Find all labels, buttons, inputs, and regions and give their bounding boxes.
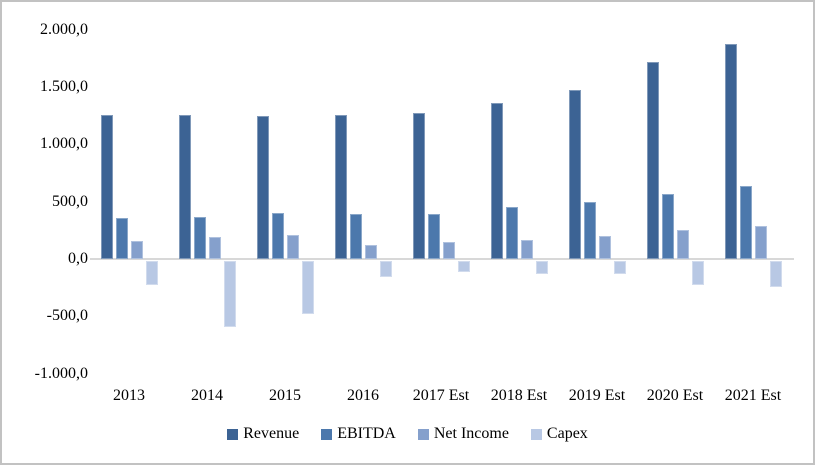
bar-ebitda-2017-est[interactable] <box>427 213 440 259</box>
bar-ebitda-2019-est[interactable] <box>583 202 596 259</box>
x-axis-category-label: 2021 Est <box>724 387 782 404</box>
y-axis-tick-label: 1.500,0 <box>40 78 88 96</box>
bar-revenue-2014[interactable] <box>178 114 191 259</box>
y-axis-tick-label: 1.000,0 <box>40 135 88 153</box>
bar-capex-2020-est[interactable] <box>691 261 704 286</box>
x-axis-category-label: 2013 <box>113 387 145 404</box>
y-axis-tick-label: 0,0 <box>68 250 88 267</box>
bar-ebitda-2016[interactable] <box>349 213 362 259</box>
bar-ebitda-2020-est[interactable] <box>661 193 674 259</box>
bar-revenue-2013[interactable] <box>100 115 113 259</box>
bar-capex-2014[interactable] <box>223 261 236 328</box>
legend-swatch-revenue-icon <box>227 428 239 440</box>
x-axis-zero-line <box>90 258 794 260</box>
x-axis-category-label: 2020 Est <box>646 387 704 404</box>
x-axis-category-label: 2019 Est <box>568 387 626 404</box>
legend-item-revenue[interactable]: Revenue <box>227 425 299 443</box>
bar-revenue-2016[interactable] <box>334 115 347 259</box>
bar-capex-2016[interactable] <box>379 261 392 278</box>
legend-item-ebitda[interactable]: EBITDA <box>321 425 396 443</box>
bar-ebitda-2021-est[interactable] <box>739 185 752 259</box>
x-axis-category-label: 2015 <box>269 387 301 404</box>
legend-swatch-net-income-icon <box>417 428 429 440</box>
y-axis-tick-label: 2.000,0 <box>40 20 88 38</box>
legend-swatch-ebitda-icon <box>321 428 333 440</box>
bar-ebitda-2015[interactable] <box>271 213 284 259</box>
bar-net-income-2015[interactable] <box>286 234 299 259</box>
bar-ebitda-2018-est[interactable] <box>505 207 518 259</box>
y-axis-tick-label: -1.000,0 <box>34 364 88 382</box>
bar-net-income-2021-est[interactable] <box>754 225 767 259</box>
bar-revenue-2018-est[interactable] <box>490 102 503 259</box>
y-axis-tick-label: -500,0 <box>46 307 88 325</box>
bar-ebitda-2013[interactable] <box>115 218 128 259</box>
legend-label: Revenue <box>243 425 300 442</box>
bar-ebitda-2014[interactable] <box>193 216 206 259</box>
legend-item-net-income[interactable]: Net Income <box>417 425 509 443</box>
bar-revenue-2021-est[interactable] <box>724 43 737 259</box>
bar-net-income-2018-est[interactable] <box>520 239 533 259</box>
bar-capex-2021-est[interactable] <box>769 261 782 288</box>
x-axis-category-label: 2017 Est <box>412 387 470 404</box>
x-axis-category-label: 2016 <box>347 387 379 404</box>
legend-swatch-capex-icon <box>530 428 542 440</box>
bar-revenue-2020-est[interactable] <box>646 62 659 259</box>
bar-capex-2019-est[interactable] <box>613 261 626 275</box>
bar-revenue-2015[interactable] <box>256 115 269 259</box>
bar-capex-2015[interactable] <box>301 261 314 315</box>
legend-item-capex[interactable]: Capex <box>530 425 588 443</box>
bar-net-income-2013[interactable] <box>130 240 143 259</box>
bar-net-income-2017-est[interactable] <box>442 242 455 259</box>
chart-legend: Revenue EBITDA Net Income Capex <box>2 425 813 443</box>
bar-net-income-2020-est[interactable] <box>676 230 689 259</box>
legend-label: Capex <box>546 425 588 442</box>
legend-label: Net Income <box>433 425 509 442</box>
bar-net-income-2016[interactable] <box>364 245 377 259</box>
bar-capex-2017-est[interactable] <box>457 261 470 273</box>
x-axis-category-label: 2018 Est <box>490 387 548 404</box>
bar-capex-2018-est[interactable] <box>535 261 548 275</box>
bar-revenue-2019-est[interactable] <box>568 89 581 259</box>
legend-label: EBITDA <box>337 425 396 442</box>
y-axis-tick-label: 500,0 <box>52 192 88 210</box>
bar-net-income-2014[interactable] <box>208 236 221 259</box>
x-axis-category-label: 2014 <box>191 387 223 404</box>
bar-capex-2013[interactable] <box>145 261 158 286</box>
bar-revenue-2017-est[interactable] <box>412 113 425 259</box>
bar-net-income-2019-est[interactable] <box>598 235 611 259</box>
